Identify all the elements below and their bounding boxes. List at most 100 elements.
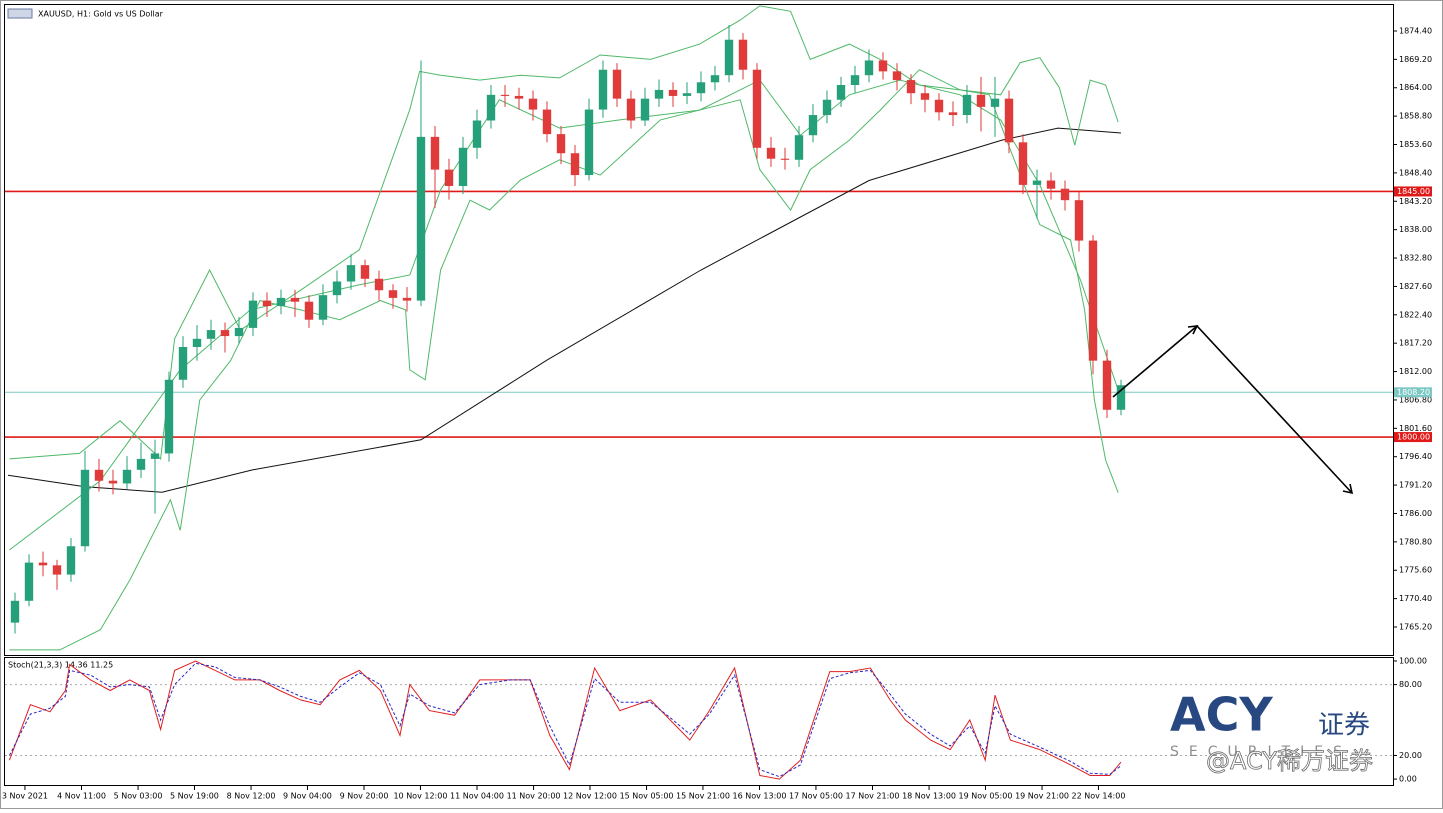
level-box <box>1394 387 1432 398</box>
candle-body <box>248 300 258 328</box>
level-label: 1800.00 <box>1397 433 1430 442</box>
candle-body <box>808 115 818 136</box>
x-tick-label: 11 Nov 20:00 <box>507 792 561 801</box>
candle-body <box>836 85 846 100</box>
x-tick-label: 9 Nov 20:00 <box>340 792 389 801</box>
candle-body <box>486 94 496 121</box>
candle-body <box>724 39 734 76</box>
y-tick-label: 1817.20 <box>1399 339 1432 348</box>
overlay-line <box>7 127 1122 493</box>
level-box <box>1394 432 1432 443</box>
y-tick-label: 1801.60 <box>1399 424 1432 433</box>
y-tick-label: 1806.80 <box>1399 395 1432 404</box>
forecast-arrow <box>1112 324 1354 495</box>
candle-body <box>444 169 454 186</box>
y-tick-label: 1765.20 <box>1399 623 1432 632</box>
watermark: ACY 证券 SECURITIES @ACY稀万证券 <box>1170 688 1373 776</box>
plot: 1874.40 1869.20 1864.00 1858.80 1853.60 1848.… <box>2 5 1432 801</box>
y-tick-label: 1858.80 <box>1399 112 1432 121</box>
y-tick-label: 1848.40 <box>1399 168 1432 177</box>
candle-body <box>38 562 48 566</box>
logo: ACY <box>1170 688 1273 742</box>
candle-body <box>108 480 118 484</box>
candle-body <box>864 60 874 76</box>
y-tick-label: 1796.40 <box>1399 452 1432 461</box>
level-label: 1845.00 <box>1397 187 1430 196</box>
candle-body <box>556 134 566 154</box>
candle-body <box>94 469 104 481</box>
candle-body <box>990 98 1000 107</box>
x-tick-label: 17 Nov 21:00 <box>846 792 900 801</box>
candle-body <box>52 565 62 575</box>
candle-body <box>332 281 342 296</box>
x-tick-label: 15 Nov 21:00 <box>676 792 730 801</box>
candle-body <box>1046 180 1056 189</box>
x-tick-label: 17 Nov 05:00 <box>789 792 843 801</box>
candle-body <box>458 147 468 186</box>
y-tick-label: 1775.60 <box>1399 566 1432 575</box>
candle-body <box>920 93 930 100</box>
y-tick-label: 1869.20 <box>1399 55 1432 64</box>
y-tick-label: 1770.40 <box>1399 594 1432 603</box>
main-panel <box>4 4 1394 656</box>
candle-body <box>570 153 580 176</box>
candle-body <box>1032 180 1042 185</box>
candle-body <box>584 109 594 176</box>
candle-body <box>374 278 384 291</box>
candle-body <box>472 120 482 148</box>
candle-body <box>780 158 790 160</box>
candle-body <box>696 82 706 94</box>
x-tick-label: 5 Nov 19:00 <box>170 792 219 801</box>
y-tick-label: 1864.00 <box>1399 83 1432 92</box>
candle-body <box>542 109 552 135</box>
candle-body <box>178 347 188 380</box>
ind-tick-label: 80.00 <box>1399 680 1422 689</box>
candle-body <box>66 546 76 575</box>
candle-body <box>962 94 972 116</box>
x-tick-label: 12 Nov 12:00 <box>563 792 617 801</box>
x-tick-label: 16 Nov 13:00 <box>733 792 787 801</box>
candle-body <box>822 99 832 116</box>
candle-body <box>738 39 748 70</box>
y-tick-label: 1874.40 <box>1399 26 1432 35</box>
candle-body <box>10 600 20 623</box>
indicator-label: Stoch(21,3,3) 14.36 11.25 <box>8 661 113 670</box>
x-tick-label: 4 Nov 11:00 <box>57 792 106 801</box>
chart-title: XAUUSD, H1: Gold vs US Dollar <box>38 10 164 19</box>
candle-body <box>164 379 174 454</box>
candle-body <box>752 69 762 148</box>
candle-body <box>206 330 216 339</box>
candle-body <box>514 95 524 99</box>
candle-body <box>934 99 944 113</box>
candle-body <box>850 75 860 86</box>
y-tick-label: 1827.60 <box>1399 282 1432 291</box>
x-tick-label: 15 Nov 05:00 <box>620 792 674 801</box>
candle-body <box>598 69 608 110</box>
y-tick-label: 1843.20 <box>1399 197 1432 206</box>
x-tick-label: 22 Nov 14:00 <box>1071 792 1125 801</box>
candle-body <box>976 94 986 107</box>
stoch-line <box>8 660 1122 780</box>
candle-body <box>192 338 202 348</box>
stoch-line <box>8 662 1122 778</box>
candle-body <box>402 297 412 301</box>
candle-body <box>416 136 426 301</box>
candle-body <box>528 98 538 110</box>
y-tick-label: 1838.00 <box>1399 225 1432 234</box>
candle-body <box>710 75 720 83</box>
candle-body <box>668 89 678 96</box>
candle-body <box>626 98 636 121</box>
candle-body <box>220 330 230 337</box>
x-tick-label: 19 Nov 05:00 <box>959 792 1013 801</box>
x-tick-label: 10 Nov 12:00 <box>393 792 447 801</box>
candle-body <box>150 453 160 459</box>
candle-body <box>682 93 692 96</box>
candle-body <box>122 469 132 484</box>
candle-body <box>24 562 34 601</box>
x-tick-label: 9 Nov 04:00 <box>283 792 332 801</box>
candle-body <box>948 112 958 116</box>
candle-body <box>318 295 328 320</box>
candle-body <box>892 71 902 81</box>
